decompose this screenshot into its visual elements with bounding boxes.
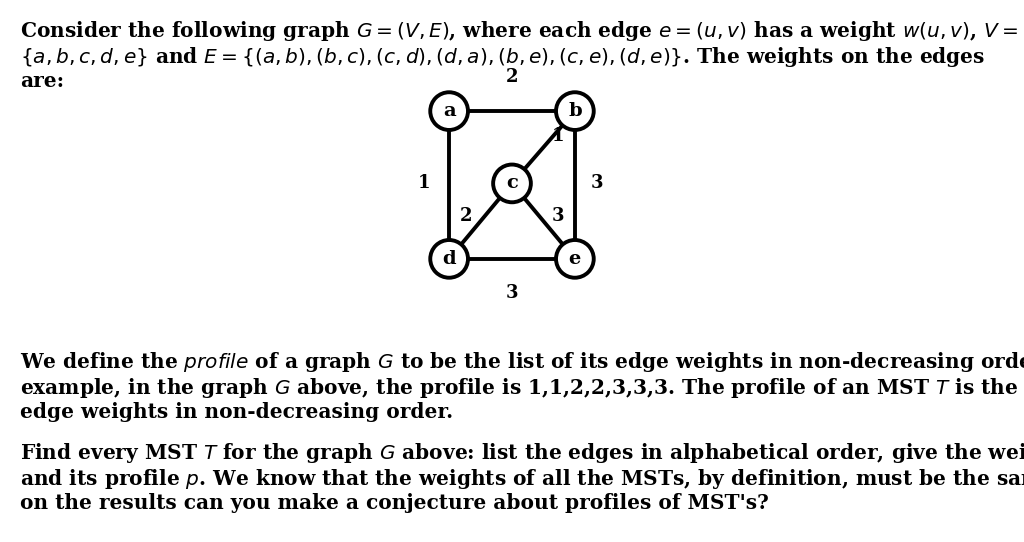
Text: example, in the graph $G$ above, the profile is 1,1,2,2,3,3,3. The profile of an: example, in the graph $G$ above, the pro…: [20, 376, 1024, 399]
Circle shape: [556, 92, 594, 130]
Text: 3: 3: [591, 175, 603, 192]
Circle shape: [430, 92, 468, 130]
Text: 2: 2: [506, 68, 518, 86]
Text: b: b: [568, 102, 582, 120]
Text: are:: are:: [20, 71, 65, 91]
Circle shape: [494, 165, 530, 202]
Text: on the results can you make a conjecture about profiles of MST's?: on the results can you make a conjecture…: [20, 493, 769, 513]
Text: c: c: [506, 175, 518, 192]
Text: a: a: [442, 102, 456, 120]
Text: edge weights in non-decreasing order.: edge weights in non-decreasing order.: [20, 402, 454, 422]
Text: $\{a, b, c, d, e\}$ and $E = \{(a, b), (b, c), (c, d), (d, a), (b, e), (c, e), (: $\{a, b, c, d, e\}$ and $E = \{(a, b), (…: [20, 45, 986, 69]
Text: d: d: [442, 250, 456, 268]
Text: We define the $\mathit{profile}$ of a graph $G$ to be the list of its edge weigh: We define the $\mathit{profile}$ of a gr…: [20, 350, 1024, 373]
Text: 1: 1: [418, 175, 430, 192]
Text: 3: 3: [551, 208, 564, 225]
Circle shape: [430, 240, 468, 278]
Text: e: e: [568, 250, 581, 268]
Text: 3: 3: [506, 284, 518, 302]
Text: Find every MST $T$ for the graph $G$ above: list the edges in alphabetical order: Find every MST $T$ for the graph $G$ abo…: [20, 441, 1024, 464]
Circle shape: [556, 240, 594, 278]
Text: and its profile $p$. We know that the weights of all the MSTs, by definition, mu: and its profile $p$. We know that the we…: [20, 467, 1024, 491]
Text: 1: 1: [551, 127, 564, 145]
Text: 2: 2: [460, 208, 473, 225]
Text: Consider the following graph $G = (V, E)$, where each edge $e = (u, v)$ has a we: Consider the following graph $G = (V, E)…: [20, 19, 1018, 43]
